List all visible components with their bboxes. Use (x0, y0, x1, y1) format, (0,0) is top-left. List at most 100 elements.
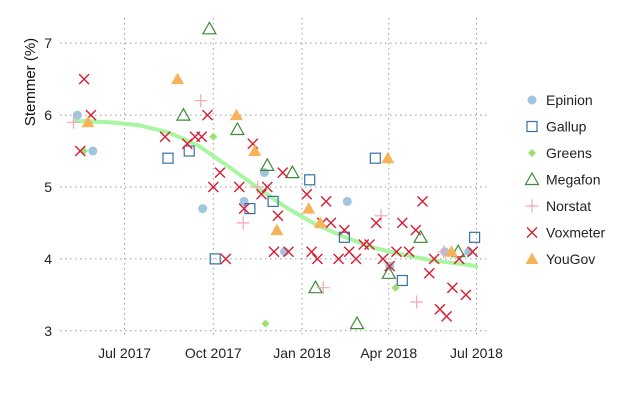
point-voxmeter (283, 246, 294, 258)
legend-marker-epinion (527, 95, 537, 105)
legend-item-epinion: Epinion (527, 92, 593, 108)
point-norstat (374, 209, 388, 223)
point-epinion (72, 110, 82, 120)
point-voxmeter (272, 210, 284, 222)
point-voxmeter (74, 145, 86, 157)
point-megafon (307, 279, 324, 294)
point-voxmeter (410, 224, 422, 236)
legend-marker-voxmeter (526, 227, 538, 238)
point-megafon (175, 107, 191, 121)
point-yougov (171, 72, 185, 85)
point-voxmeter (391, 246, 402, 258)
point-greens (80, 147, 89, 155)
legend-label: Norstat (546, 198, 591, 214)
point-yougov (248, 144, 262, 156)
point-voxmeter (396, 217, 408, 229)
legend-label: Epinion (546, 92, 593, 108)
point-voxmeter (446, 282, 458, 294)
point-voxmeter (325, 217, 337, 229)
y-axis: 3 4 5 6 7 (44, 35, 52, 339)
trend-line-path (72, 118, 479, 269)
x-tick-label: Jul 2017 (98, 345, 151, 361)
point-voxmeter (196, 131, 208, 143)
point-voxmeter (256, 188, 267, 200)
point-voxmeter (261, 181, 273, 193)
point-yougov (302, 202, 316, 214)
point-yougov (229, 108, 243, 121)
y-tick-label: 4 (44, 251, 52, 267)
point-greens (209, 132, 218, 141)
point-gallup (338, 231, 350, 243)
point-voxmeter (78, 73, 90, 85)
legend-label: YouGov (546, 251, 595, 267)
grid (60, 18, 490, 338)
point-megafon (349, 315, 365, 330)
point-megafon (229, 121, 245, 136)
point-voxmeter (311, 253, 323, 265)
point-voxmeter (268, 246, 280, 258)
point-gallup (304, 174, 316, 186)
point-norstat (67, 115, 80, 129)
legend: Epinion Gallup Greens Megafon Norstat Voxmete… (524, 92, 605, 267)
point-megafon (450, 243, 466, 258)
legend-item-voxmeter: Voxmeter (526, 225, 605, 241)
point-voxmeter (233, 181, 245, 193)
point-epinion (342, 196, 352, 206)
point-voxmeter (428, 253, 440, 265)
y-tick-label: 6 (44, 107, 52, 123)
point-voxmeter (460, 289, 472, 301)
point-gallup (209, 253, 221, 265)
legend-marker-yougov (525, 252, 539, 264)
point-megafon (259, 157, 275, 171)
point-epinion (88, 146, 98, 156)
point-megafon (413, 229, 429, 243)
point-gallup (396, 274, 408, 287)
trend-line (72, 118, 479, 269)
point-gallup (162, 152, 174, 164)
point-yougov (444, 245, 458, 257)
point-yougov (313, 216, 327, 228)
legend-marker-gallup (526, 120, 538, 133)
point-voxmeter (423, 267, 435, 279)
point-voxmeter (364, 239, 375, 250)
y-tick-label: 7 (44, 35, 52, 51)
y-tick-label: 3 (44, 323, 52, 339)
point-yougov (270, 223, 284, 236)
legend-item-gallup: Gallup (526, 119, 587, 135)
point-voxmeter (207, 181, 219, 193)
point-voxmeter (338, 224, 350, 236)
legend-label: Megafon (546, 172, 600, 188)
point-voxmeter (202, 109, 213, 121)
point-voxmeter (301, 188, 313, 200)
point-megafon (381, 265, 397, 279)
point-voxmeter (277, 167, 289, 179)
point-voxmeter (384, 260, 396, 272)
point-voxmeter (306, 246, 318, 258)
point-voxmeter (159, 131, 171, 143)
point-greens (391, 283, 400, 292)
point-yougov (81, 115, 95, 128)
x-tick-label: Apr 2018 (360, 345, 417, 361)
point-voxmeter (441, 310, 453, 322)
data-points (67, 21, 481, 330)
point-norstat (316, 281, 330, 295)
point-voxmeter (220, 253, 232, 265)
point-gallup (267, 195, 279, 207)
legend-label: Greens (546, 145, 592, 161)
point-gallup (183, 145, 195, 157)
point-greens (261, 319, 270, 328)
point-gallup (369, 152, 381, 164)
x-tick-label: Jul 2018 (450, 345, 503, 361)
point-voxmeter (214, 167, 226, 179)
y-axis-title: Stemmer (%) (22, 38, 39, 126)
legend-marker-megafon (524, 171, 540, 186)
point-voxmeter (238, 203, 250, 215)
point-voxmeter (403, 246, 415, 258)
point-norstat (194, 94, 208, 108)
x-tick-label: Jan 2018 (273, 345, 331, 361)
point-norstat (410, 295, 424, 309)
point-megafon (201, 21, 217, 35)
point-yougov (381, 151, 395, 164)
point-voxmeter (417, 195, 428, 207)
